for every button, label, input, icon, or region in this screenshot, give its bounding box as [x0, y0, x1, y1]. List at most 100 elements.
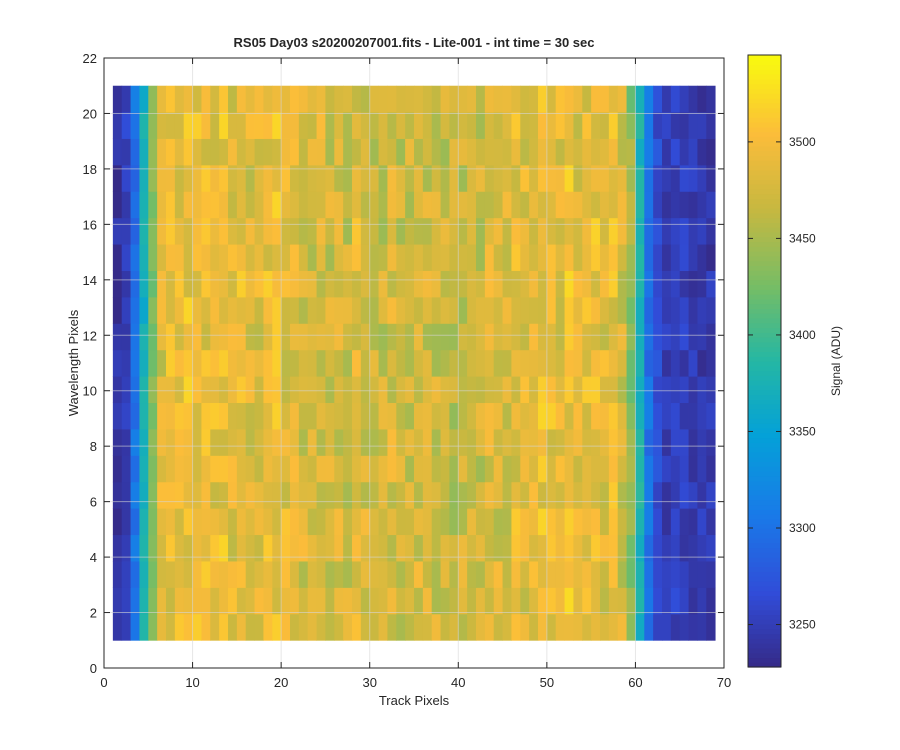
- heatmap-cell: [467, 349, 477, 377]
- heatmap-cell: [662, 376, 672, 404]
- heatmap-cell: [422, 349, 433, 377]
- heatmap-cell: [635, 323, 645, 351]
- heatmap-cell: [706, 138, 716, 166]
- heatmap-cell: [121, 164, 131, 192]
- heatmap-cell: [325, 244, 335, 271]
- heatmap-cell: [458, 85, 468, 113]
- colorbar-segment: [748, 203, 781, 209]
- heatmap-cell: [591, 481, 601, 509]
- heatmap-cell: [422, 191, 433, 219]
- heatmap-cell: [440, 191, 450, 219]
- colorbar-segment: [748, 217, 781, 223]
- heatmap-cell: [245, 455, 255, 483]
- heatmap-cell: [697, 534, 707, 562]
- heatmap-cell: [281, 455, 291, 483]
- heatmap-cell: [626, 349, 636, 377]
- heatmap-cell: [679, 455, 689, 483]
- heatmap-cell: [219, 613, 229, 641]
- heatmap-cell: [493, 296, 503, 324]
- colorbar-segment: [748, 188, 781, 195]
- heatmap-cell: [201, 402, 211, 430]
- heatmap-cell: [440, 323, 450, 351]
- heatmap-cell: [210, 402, 220, 430]
- heatmap-cell: [139, 85, 149, 113]
- heatmap-cell: [679, 164, 689, 192]
- heatmap-cell: [148, 112, 158, 139]
- heatmap-cell: [600, 349, 610, 377]
- heatmap-cell: [591, 349, 601, 377]
- heatmap-cell: [236, 112, 247, 139]
- heatmap-cell: [538, 349, 548, 377]
- heatmap-cell: [449, 244, 459, 271]
- heatmap-cell: [608, 561, 619, 588]
- heatmap-cell: [635, 112, 645, 139]
- heatmap-cell: [378, 270, 388, 298]
- heatmap-cell: [706, 613, 716, 641]
- heatmap-cell: [635, 138, 645, 166]
- heatmap-cell: [192, 376, 202, 404]
- heatmap-cell: [458, 349, 468, 377]
- heatmap-cell: [626, 244, 636, 271]
- heatmap-cell: [130, 138, 140, 166]
- heatmap-cell: [148, 534, 158, 562]
- heatmap-cell: [210, 217, 220, 245]
- heatmap-cell: [440, 481, 450, 509]
- heatmap-cell: [316, 481, 326, 509]
- heatmap-cell: [112, 455, 123, 483]
- heatmap-cell: [662, 402, 672, 430]
- heatmap-cell: [431, 481, 441, 509]
- heatmap-cell: [520, 138, 530, 166]
- heatmap-cell: [635, 508, 645, 536]
- heatmap-cell: [697, 402, 707, 430]
- heatmap-cell: [325, 429, 335, 456]
- heatmap-cell: [316, 217, 326, 245]
- heatmap-cell: [600, 481, 610, 509]
- heatmap-cell: [166, 323, 176, 351]
- heatmap-cell: [697, 85, 707, 113]
- heatmap-cell: [166, 112, 176, 139]
- heatmap-cell: [307, 138, 317, 166]
- heatmap-cell: [396, 508, 406, 536]
- heatmap-cell: [555, 613, 565, 641]
- heatmap-cell: [679, 112, 689, 139]
- heatmap-cell: [130, 296, 140, 324]
- heatmap-cell: [591, 613, 601, 641]
- heatmap-cell: [396, 587, 406, 615]
- heatmap-cell: [431, 164, 441, 192]
- heatmap-cell: [360, 376, 371, 404]
- colorbar-segment: [748, 327, 781, 333]
- heatmap-cell: [440, 613, 450, 641]
- heatmap-cell: [290, 613, 300, 641]
- heatmap-cell: [538, 587, 548, 615]
- heatmap-cell: [644, 138, 654, 166]
- heatmap-cell: [307, 455, 317, 483]
- heatmap-cell: [254, 138, 264, 166]
- heatmap-cell: [121, 481, 131, 509]
- heatmap-cell: [617, 164, 627, 192]
- heatmap-cell: [679, 296, 689, 324]
- heatmap-cell: [635, 85, 645, 113]
- heatmap-cell: [405, 270, 415, 298]
- heatmap-cell: [688, 217, 698, 245]
- heatmap-cell: [484, 613, 495, 641]
- heatmap-cell: [679, 138, 689, 166]
- heatmap-cell: [431, 455, 441, 483]
- y-tick-label: 12: [83, 328, 97, 343]
- heatmap-cell: [166, 244, 176, 271]
- heatmap-cell: [325, 534, 335, 562]
- heatmap-cell: [219, 323, 229, 351]
- heatmap-cell: [644, 455, 654, 483]
- heatmap-cell: [174, 508, 185, 536]
- heatmap-cell: [219, 455, 229, 483]
- heatmap-cell: [272, 164, 282, 192]
- heatmap-cell: [679, 508, 689, 536]
- heatmap-cell: [644, 191, 654, 219]
- heatmap-cell: [449, 508, 459, 536]
- heatmap-cell: [670, 296, 681, 324]
- heatmap-cell: [112, 429, 123, 456]
- heatmap-cell: [352, 296, 362, 324]
- heatmap-cell: [600, 244, 610, 271]
- heatmap-cell: [608, 217, 619, 245]
- heatmap-cell: [662, 323, 672, 351]
- heatmap-cell: [670, 561, 681, 588]
